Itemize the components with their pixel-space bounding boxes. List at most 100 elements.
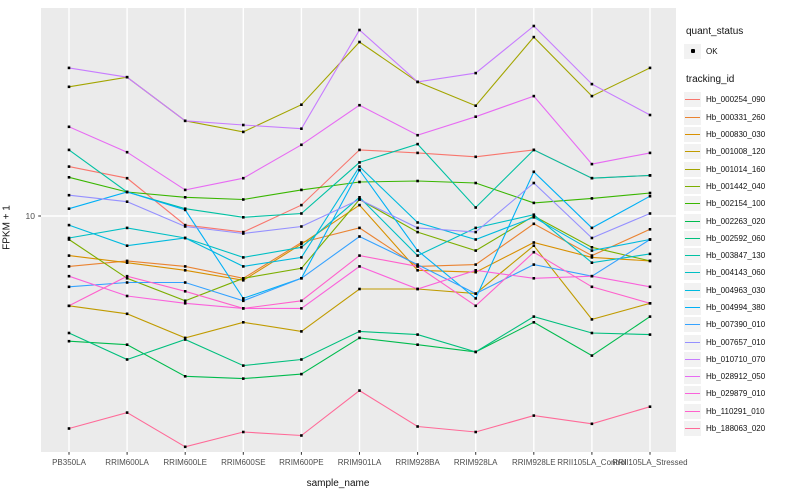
line-swatch-icon: [684, 109, 701, 125]
data-point: [474, 270, 477, 274]
legend-item-Hb_004143_060: Hb_004143_060: [684, 264, 800, 281]
data-point: [125, 411, 129, 414]
data-point: [590, 354, 594, 357]
data-point: [648, 333, 652, 336]
data-point: [67, 165, 71, 168]
data-point: [125, 277, 129, 280]
data-point: [67, 427, 71, 430]
data-point: [590, 256, 594, 259]
x-tick-label: RRIM928LA: [454, 458, 498, 467]
data-point: [416, 80, 419, 84]
data-point: [242, 216, 245, 219]
data-point: [242, 232, 245, 235]
legend-tracking-id-items: Hb_000254_090 Hb_000331_260 Hb_000830_030 H…: [684, 91, 800, 437]
data-point: [532, 216, 536, 219]
data-point: [125, 75, 129, 79]
data-point: [67, 176, 71, 179]
data-point: [532, 94, 536, 98]
data-point: [67, 66, 71, 70]
data-point: [242, 277, 245, 280]
legend-quant-status: quant_status OK: [684, 26, 800, 60]
data-point: [648, 238, 652, 241]
plot-panel: [41, 8, 676, 452]
data-point: [125, 312, 129, 316]
data-point: [474, 230, 477, 234]
data-point: [590, 197, 594, 200]
data-point: [474, 115, 477, 118]
data-point: [242, 297, 245, 300]
data-point: [532, 277, 536, 280]
data-point: [300, 242, 303, 246]
legend-item-label: Hb_010710_070: [706, 354, 766, 364]
line-swatch-icon: [684, 421, 701, 437]
data-point: [532, 181, 536, 185]
x-tick-label: RRIM600SE: [221, 458, 265, 467]
line-swatch-icon: [684, 282, 701, 298]
data-point: [67, 304, 71, 308]
data-point: [67, 238, 71, 241]
x-tick-label: RRIM600LA: [105, 458, 149, 467]
data-point: [648, 285, 652, 289]
data-point: [358, 161, 361, 164]
data-point: [358, 330, 361, 333]
data-point: [416, 249, 419, 252]
data-point: [300, 372, 303, 376]
legend-item-Hb_004994_380: Hb_004994_380: [684, 299, 800, 316]
line-swatch-icon: [684, 317, 701, 333]
data-point: [474, 304, 477, 308]
data-point: [242, 130, 245, 134]
legend-item-label: Hb_007657_010: [706, 337, 766, 347]
data-point: [300, 127, 303, 130]
legend-item-Hb_000830_030: Hb_000830_030: [684, 126, 800, 143]
legend-item-Hb_002154_100: Hb_002154_100: [684, 195, 800, 212]
data-point: [358, 226, 361, 230]
data-point: [183, 196, 187, 199]
data-point: [67, 85, 71, 89]
data-point: [474, 269, 477, 272]
data-point: [183, 302, 187, 305]
data-point: [590, 249, 594, 252]
data-point: [474, 155, 477, 159]
data-point: [474, 292, 477, 295]
data-point: [125, 176, 129, 180]
data-point: [590, 176, 594, 180]
legend-item-label: Hb_002592_060: [706, 233, 766, 243]
data-point: [67, 207, 71, 210]
data-point: [300, 188, 303, 192]
legend-item-label: Hb_029879_010: [706, 389, 766, 399]
line-swatch-icon: [684, 369, 701, 385]
legend-item-label: Hb_004994_380: [706, 303, 766, 312]
data-point: [183, 281, 187, 284]
data-point: [648, 174, 652, 177]
data-point: [67, 125, 71, 129]
data-point: [358, 254, 361, 257]
data-point: [590, 226, 594, 230]
data-point: [532, 148, 536, 152]
x-tick-label: RRII105LA_Stressed: [612, 458, 687, 467]
data-point: [183, 299, 187, 303]
data-point: [242, 307, 245, 310]
data-point: [300, 103, 303, 106]
line-swatch-icon: [684, 334, 701, 350]
data-point: [358, 168, 361, 172]
data-point: [532, 244, 536, 247]
data-point: [300, 212, 303, 215]
legend-item-label: Hb_000830_030: [706, 130, 766, 140]
line-swatch-icon: [684, 127, 701, 143]
legend-item-label: Hb_188063_020: [706, 424, 766, 434]
legend-tracking-id-title: tracking_id: [686, 74, 735, 86]
data-point: [358, 198, 361, 201]
data-point: [242, 256, 245, 259]
legend-tracking-id: tracking_id Hb_000254_090 Hb_000331_260 Hb…: [684, 74, 800, 437]
data-point: [532, 263, 536, 266]
data-point: [125, 259, 129, 263]
data-point: [125, 200, 129, 203]
data-point: [183, 445, 187, 449]
line-swatch-icon: [684, 144, 701, 160]
data-point: [183, 119, 187, 123]
line-swatch-icon: [684, 386, 701, 402]
data-point: [532, 213, 536, 216]
data-point: [416, 133, 419, 137]
legend-item-Hb_001008_120: Hb_001008_120: [684, 143, 800, 160]
